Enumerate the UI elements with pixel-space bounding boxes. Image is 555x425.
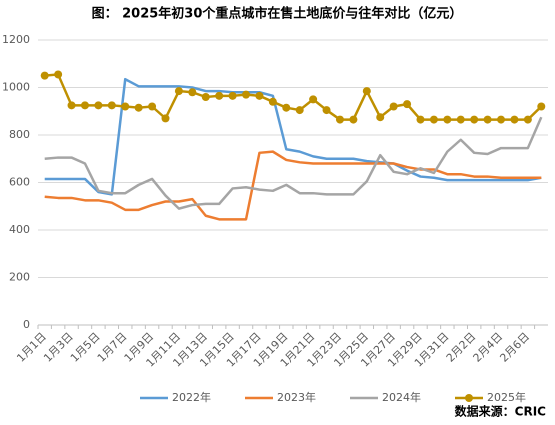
point-marker: [497, 115, 506, 124]
point-marker: [483, 115, 492, 124]
series-line: [44, 150, 542, 221]
legend-label: 2023年: [277, 390, 316, 404]
point-marker: [161, 114, 170, 123]
point-marker: [322, 106, 331, 115]
point-marker: [268, 97, 277, 106]
point-marker: [121, 102, 130, 111]
y-tick-label: 400: [9, 223, 30, 236]
legend-label: 2025年: [487, 390, 526, 404]
series-line: [44, 116, 543, 210]
legend-label: 2022年: [172, 390, 211, 404]
point-marker: [309, 95, 318, 104]
point-marker: [537, 102, 546, 111]
point-marker: [443, 115, 452, 124]
point-marker: [349, 115, 358, 124]
point-marker: [242, 90, 251, 99]
point-marker: [416, 115, 425, 124]
y-tick-label: 0: [23, 318, 30, 331]
point-marker: [295, 106, 304, 115]
point-marker: [523, 115, 532, 124]
y-tick-label: 1000: [2, 81, 30, 94]
point-marker: [215, 91, 224, 100]
point-marker: [174, 87, 183, 96]
chart-title: 图： 2025年初30个重点城市在售土地底价与往年对比（亿元）: [92, 6, 463, 22]
legend-label: 2024年: [382, 390, 421, 404]
point-marker: [201, 93, 210, 101]
point-marker: [54, 70, 63, 79]
point-marker: [40, 71, 49, 80]
point-marker: [335, 115, 344, 124]
point-marker: [228, 91, 237, 100]
source-note: 数据来源：CRIC: [455, 404, 547, 419]
y-tick-label: 1200: [2, 33, 30, 46]
point-marker: [429, 115, 438, 124]
point-marker: [134, 103, 143, 112]
point-marker: [188, 88, 197, 97]
point-marker: [389, 102, 398, 111]
y-tick-label: 800: [9, 128, 30, 141]
x-tick-label: 2月6日: [497, 330, 532, 365]
series-line: [44, 73, 543, 121]
point-marker: [94, 101, 103, 110]
series-line: [44, 77, 542, 196]
point-marker: [510, 115, 519, 124]
point-marker: [67, 101, 76, 110]
point-marker: [255, 91, 264, 100]
point-marker: [376, 113, 385, 122]
point-marker: [470, 115, 479, 124]
point-marker: [362, 87, 371, 96]
point-marker: [148, 102, 157, 111]
y-tick-label: 200: [9, 271, 30, 284]
point-marker: [107, 101, 116, 110]
point-marker: [403, 100, 412, 109]
legend-marker: [465, 394, 473, 402]
point-marker: [282, 103, 291, 112]
point-marker: [456, 115, 465, 124]
point-marker: [80, 101, 89, 110]
y-tick-label: 600: [9, 176, 30, 189]
